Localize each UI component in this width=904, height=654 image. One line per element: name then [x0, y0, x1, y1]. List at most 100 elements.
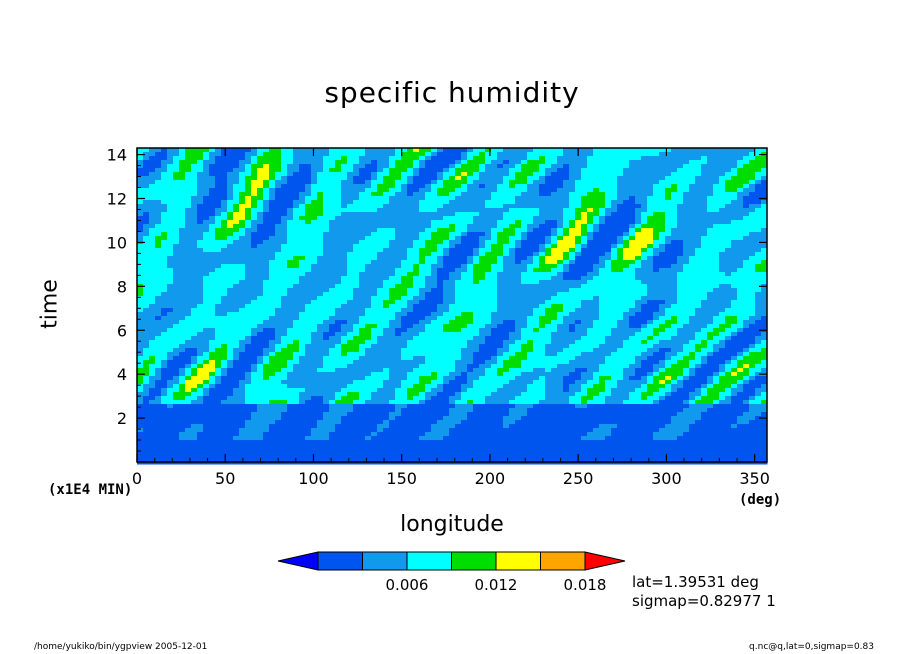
heatmap-cell: [353, 228, 360, 233]
heatmap-cell: [185, 336, 192, 341]
heatmap-cell: [353, 296, 360, 301]
heatmap-cell: [629, 160, 636, 165]
heatmap-cell: [515, 196, 522, 201]
heatmap-cell: [395, 320, 402, 325]
heatmap-cell: [683, 288, 690, 293]
heatmap-cell: [461, 248, 468, 253]
heatmap-cell: [641, 304, 648, 309]
heatmap-cell: [185, 308, 192, 313]
heatmap-cell: [461, 156, 468, 161]
heatmap-cell: [671, 232, 678, 237]
heatmap-cell: [365, 232, 372, 237]
heatmap-cell: [443, 244, 450, 249]
heatmap-cell: [329, 328, 336, 333]
heatmap-cell: [389, 224, 396, 229]
heatmap-cell: [227, 204, 234, 209]
heatmap-cell: [611, 164, 618, 169]
heatmap-cell: [323, 224, 330, 229]
heatmap-cell: [317, 264, 324, 269]
heatmap-cell: [227, 252, 234, 257]
heatmap-cell: [215, 288, 222, 293]
heatmap-cell: [407, 240, 414, 245]
heatmap-cell: [425, 208, 432, 213]
heatmap-cell: [689, 316, 696, 321]
heatmap-cell: [665, 168, 672, 173]
heatmap-cell: [203, 312, 210, 317]
heatmap-cell: [617, 156, 624, 161]
heatmap-cell: [323, 148, 330, 153]
heatmap-cell: [467, 320, 474, 325]
heatmap-cell: [257, 148, 264, 153]
heatmap-cell: [635, 228, 642, 233]
heatmap-cell: [743, 200, 750, 205]
heatmap-cell: [425, 172, 432, 177]
heatmap-cell: [353, 288, 360, 293]
heatmap-cell: [413, 300, 420, 305]
heatmap-cell: [215, 196, 222, 201]
heatmap-cell: [479, 300, 486, 305]
heatmap-cell: [137, 300, 144, 305]
heatmap-cell: [641, 240, 648, 245]
heatmap-cell: [533, 204, 540, 209]
heatmap-cell: [383, 224, 390, 229]
heatmap-cell: [299, 180, 306, 185]
heatmap-cell: [743, 332, 750, 337]
heatmap-cell: [149, 176, 156, 181]
heatmap-cell: [545, 212, 552, 217]
heatmap-cell: [191, 244, 198, 249]
heatmap-cell: [455, 180, 462, 185]
heatmap-cell: [455, 152, 462, 157]
heatmap-cell: [443, 168, 450, 173]
heatmap-cell: [533, 176, 540, 181]
heatmap-cell: [299, 252, 306, 257]
heatmap-cell: [203, 172, 210, 177]
heatmap-cell: [527, 256, 534, 261]
heatmap-cell: [665, 152, 672, 157]
heatmap-cell: [311, 232, 318, 237]
heatmap-cell: [401, 320, 408, 325]
heatmap-cell: [155, 248, 162, 253]
heatmap-cell: [185, 204, 192, 209]
heatmap-cell: [659, 288, 666, 293]
heatmap-cell: [143, 280, 150, 285]
heatmap-cell: [449, 196, 456, 201]
heatmap-cell: [695, 272, 702, 277]
heatmap-cell: [233, 328, 240, 333]
heatmap-cell: [245, 324, 252, 329]
heatmap-cell: [383, 156, 390, 161]
heatmap-cell: [515, 276, 522, 281]
heatmap-cell: [389, 228, 396, 233]
heatmap-cell: [617, 160, 624, 165]
heatmap-cell: [461, 316, 468, 321]
heatmap-cell: [173, 156, 180, 161]
heatmap-cell: [647, 256, 654, 261]
heatmap-cell: [479, 160, 486, 165]
heatmap-cell: [749, 200, 756, 205]
heatmap-cell: [305, 248, 312, 253]
heatmap-cell: [539, 168, 546, 173]
heatmap-cell: [353, 184, 360, 189]
heatmap-cell: [437, 208, 444, 213]
heatmap-cell: [533, 220, 540, 225]
heatmap-cell: [383, 264, 390, 269]
heatmap-cell: [251, 244, 258, 249]
heatmap-cell: [413, 204, 420, 209]
x-axis-unit: (deg): [739, 492, 782, 508]
heatmap-cell: [317, 336, 324, 341]
heatmap-cell: [389, 316, 396, 321]
heatmap-cell: [149, 208, 156, 213]
heatmap-cell: [569, 276, 576, 281]
heatmap-cell: [365, 196, 372, 201]
heatmap-cell: [545, 260, 552, 265]
heatmap-cell: [305, 228, 312, 233]
heatmap-cell: [371, 196, 378, 201]
heatmap-cell: [743, 204, 750, 209]
heatmap-cell: [365, 288, 372, 293]
heatmap-cell: [167, 188, 174, 193]
heatmap-cell: [215, 164, 222, 169]
heatmap-cell: [413, 264, 420, 269]
heatmap-cell: [605, 156, 612, 161]
heatmap-cell: [521, 148, 528, 153]
heatmap-cell: [455, 236, 462, 241]
heatmap-cell: [275, 316, 282, 321]
